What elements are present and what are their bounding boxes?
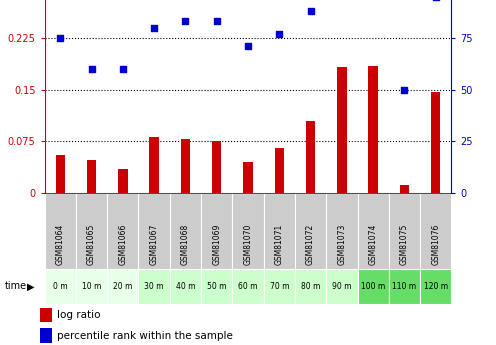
Point: [307, 8, 314, 14]
Text: GSM81071: GSM81071: [275, 224, 284, 265]
Text: time: time: [5, 282, 27, 291]
Point: [244, 43, 252, 49]
Bar: [56, 155, 65, 193]
Bar: [326, 269, 358, 304]
Text: 10 m: 10 m: [82, 282, 101, 291]
Bar: [358, 193, 389, 269]
Text: GSM81066: GSM81066: [119, 224, 127, 265]
Text: GSM81072: GSM81072: [306, 224, 315, 265]
Bar: [201, 193, 232, 269]
Text: 80 m: 80 m: [301, 282, 320, 291]
Text: 90 m: 90 m: [332, 282, 352, 291]
Bar: [326, 193, 358, 269]
Text: GSM81070: GSM81070: [244, 224, 252, 265]
Point: [119, 66, 127, 72]
Text: ▶: ▶: [27, 282, 35, 291]
Text: GSM81076: GSM81076: [431, 224, 440, 265]
Bar: [212, 141, 221, 193]
Point: [400, 87, 408, 92]
Bar: [170, 269, 201, 304]
Point: [213, 19, 221, 24]
Bar: [170, 193, 201, 269]
Text: 100 m: 100 m: [361, 282, 385, 291]
Bar: [420, 269, 451, 304]
Text: GSM81064: GSM81064: [56, 224, 65, 265]
Bar: [400, 185, 409, 193]
Text: 110 m: 110 m: [392, 282, 417, 291]
Bar: [45, 193, 76, 269]
Bar: [295, 193, 326, 269]
Bar: [232, 269, 264, 304]
Point: [182, 19, 189, 24]
Text: 50 m: 50 m: [207, 282, 227, 291]
Bar: [264, 269, 295, 304]
Text: 40 m: 40 m: [176, 282, 195, 291]
Text: GSM81073: GSM81073: [337, 224, 346, 265]
Point: [57, 35, 64, 41]
Bar: [87, 160, 96, 193]
Bar: [40, 328, 52, 343]
Bar: [76, 269, 107, 304]
Text: 120 m: 120 m: [424, 282, 448, 291]
Bar: [201, 269, 232, 304]
Bar: [138, 269, 170, 304]
Bar: [181, 139, 190, 193]
Bar: [337, 67, 347, 193]
Bar: [118, 169, 127, 193]
Text: GSM81074: GSM81074: [369, 224, 377, 265]
Text: 60 m: 60 m: [238, 282, 258, 291]
Bar: [138, 193, 170, 269]
Text: 70 m: 70 m: [269, 282, 289, 291]
Text: GSM81067: GSM81067: [150, 224, 159, 265]
Text: percentile rank within the sample: percentile rank within the sample: [57, 331, 233, 341]
Bar: [295, 269, 326, 304]
Text: 20 m: 20 m: [113, 282, 132, 291]
Bar: [232, 193, 264, 269]
Bar: [244, 162, 252, 193]
Bar: [358, 269, 389, 304]
Text: 30 m: 30 m: [144, 282, 164, 291]
Text: GSM81065: GSM81065: [87, 224, 96, 265]
Point: [88, 66, 96, 72]
Bar: [431, 92, 440, 193]
Bar: [76, 193, 107, 269]
Bar: [420, 193, 451, 269]
Bar: [107, 269, 138, 304]
Bar: [45, 269, 76, 304]
Text: GSM81069: GSM81069: [212, 224, 221, 265]
Bar: [275, 148, 284, 193]
Text: GSM81075: GSM81075: [400, 224, 409, 265]
Bar: [40, 308, 52, 322]
Point: [275, 31, 283, 37]
Bar: [149, 137, 159, 193]
Point: [150, 25, 158, 30]
Bar: [306, 121, 315, 193]
Bar: [389, 269, 420, 304]
Bar: [369, 66, 378, 193]
Bar: [389, 193, 420, 269]
Text: GSM81068: GSM81068: [181, 224, 190, 265]
Text: log ratio: log ratio: [57, 310, 101, 320]
Bar: [264, 193, 295, 269]
Bar: [107, 193, 138, 269]
Text: 0 m: 0 m: [53, 282, 67, 291]
